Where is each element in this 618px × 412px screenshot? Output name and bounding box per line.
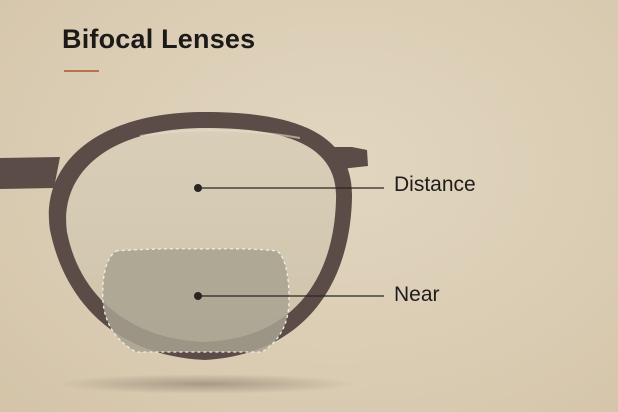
lens-highlight [139, 129, 301, 139]
near-segment [102, 248, 290, 353]
temple-arm [0, 157, 60, 189]
page-title: Bifocal Lenses [62, 24, 256, 54]
near-label: Near [394, 283, 440, 306]
distance-label: Distance [394, 173, 476, 196]
glasses-shadow [55, 374, 355, 394]
title-underline [64, 70, 99, 72]
